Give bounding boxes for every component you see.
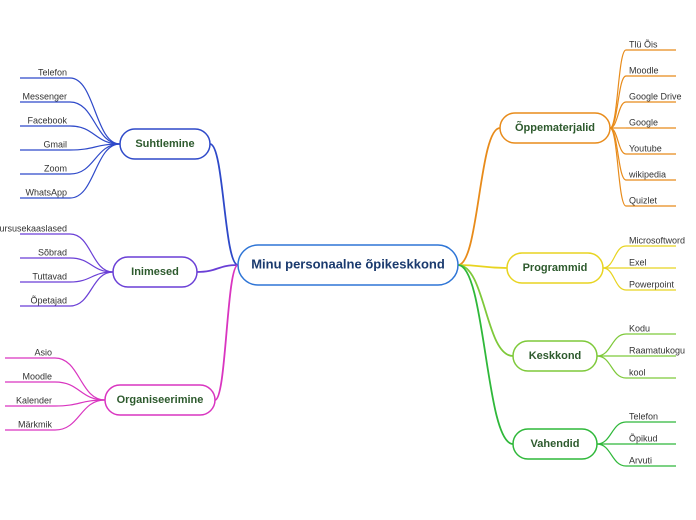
leaf-label: Moodle	[629, 65, 659, 75]
leaf-edge	[55, 400, 105, 430]
leaf-edge	[70, 144, 120, 198]
leaf-label: Arvuti	[629, 455, 652, 465]
leaf-label: Kursusekaaslased	[0, 223, 67, 233]
leaf-label: Moodle	[22, 371, 52, 381]
center-label: Minu personaalne õpikeskkond	[251, 256, 445, 271]
leaf-edge	[70, 258, 113, 272]
leaf-label: Õpikud	[629, 433, 658, 443]
leaf-label: Quizlet	[629, 195, 658, 205]
leaf-label: Youtube	[629, 143, 662, 153]
leaf-edge	[603, 246, 626, 268]
trunk-edge	[458, 128, 500, 265]
leaf-label: wikipedia	[628, 169, 666, 179]
branch-label: Organiseerimine	[117, 394, 204, 406]
leaf-edge	[55, 358, 105, 400]
leaf-label: Powerpoint	[629, 279, 675, 289]
leaf-label: Tlü Õis	[629, 39, 658, 49]
leaf-label: Sõbrad	[38, 247, 67, 257]
leaf-label: Õpetajad	[30, 295, 67, 305]
branch-label: Vahendid	[531, 438, 580, 450]
leaf-label: WhatsApp	[25, 187, 67, 197]
leaf-label: Telefon	[629, 411, 658, 421]
trunk-edge	[458, 265, 513, 444]
branch-label: Programmid	[523, 262, 588, 274]
leaf-edge	[597, 356, 626, 378]
leaf-edge	[597, 334, 626, 356]
branch-label: Õppematerjalid	[515, 121, 595, 134]
leaf-label: Telefon	[38, 67, 67, 77]
leaf-edge	[70, 78, 120, 144]
leaf-label: Google	[629, 117, 658, 127]
branch-label: Inimesed	[131, 266, 179, 278]
leaf-label: Tuttavad	[32, 271, 67, 281]
leaf-label: Zoom	[44, 163, 67, 173]
leaf-label: kool	[629, 367, 646, 377]
leaf-label: Kalender	[16, 395, 52, 405]
trunk-edge	[215, 265, 238, 400]
leaf-label: Exel	[629, 257, 647, 267]
leaf-label: Asio	[34, 347, 52, 357]
branch-label: Suhtlemine	[135, 138, 194, 150]
leaf-label: Märkmik	[18, 419, 52, 429]
leaf-label: Gmail	[43, 139, 67, 149]
trunk-edge	[197, 265, 238, 272]
leaf-label: Messenger	[22, 91, 67, 101]
leaf-label: Google Drive	[629, 91, 682, 101]
leaf-edge	[70, 102, 120, 144]
trunk-edge	[458, 265, 513, 356]
trunk-edge	[210, 144, 238, 265]
leaf-edge	[70, 144, 120, 174]
leaf-label: Microsoftword	[629, 235, 685, 245]
leaf-edge	[70, 234, 113, 272]
leaf-edge	[55, 382, 105, 400]
leaf-label: Raamatukogu	[629, 345, 685, 355]
leaf-edge	[597, 444, 626, 466]
leaf-edge	[603, 268, 626, 290]
leaf-edge	[597, 422, 626, 444]
branch-label: Keskkond	[529, 350, 582, 362]
leaf-label: Facebook	[27, 115, 67, 125]
leaf-label: Kodu	[629, 323, 650, 333]
